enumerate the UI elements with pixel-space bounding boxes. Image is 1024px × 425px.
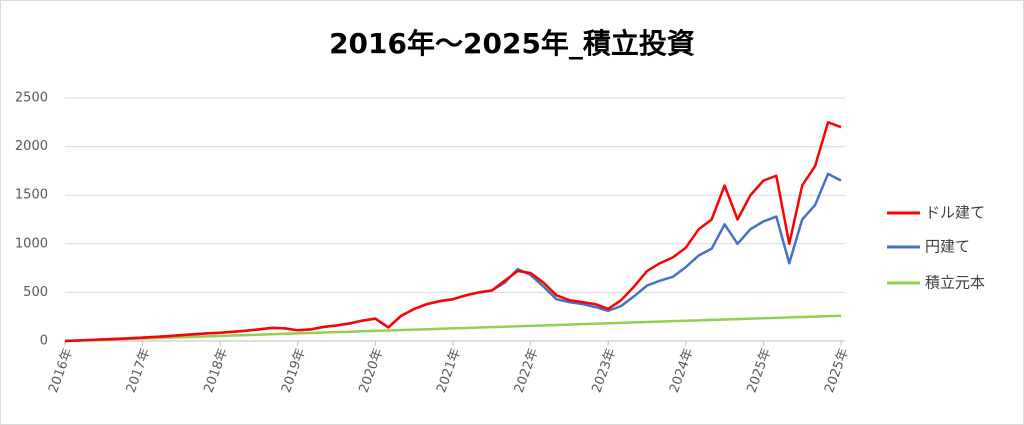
series-line: [64, 314, 842, 343]
chart-title: 2016年～2025年_積立投資: [329, 27, 695, 60]
legend-label: 円建て: [925, 238, 970, 256]
y-tick-label: 500: [23, 285, 48, 300]
y-tick-label: 2500: [15, 91, 48, 106]
y-tick-label: 2000: [15, 139, 48, 154]
y-tick-label: 1000: [15, 236, 48, 251]
y-tick-label: 1500: [15, 188, 48, 203]
legend-label: ドル建て: [925, 204, 985, 222]
series-line: [64, 121, 842, 343]
y-tick-label: 0: [40, 334, 48, 349]
legend-label: 積立元本: [925, 274, 985, 292]
